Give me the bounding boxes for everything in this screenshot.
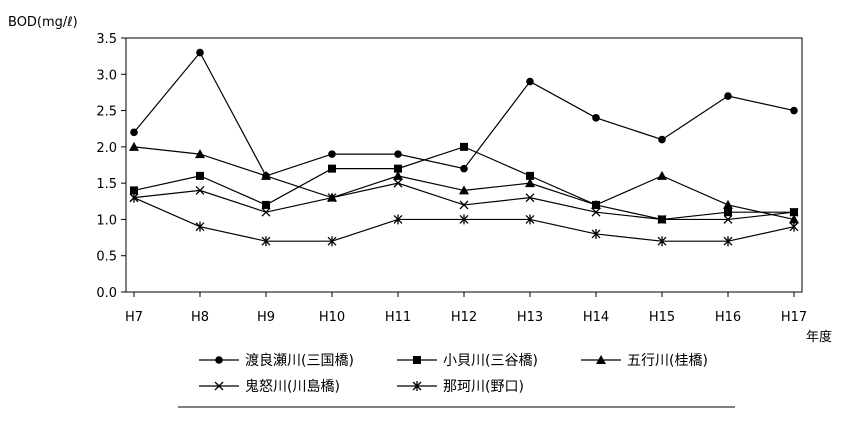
data-point	[328, 150, 336, 158]
data-point	[460, 164, 468, 173]
data-point	[591, 207, 601, 217]
data-point	[789, 221, 799, 232]
series-5	[129, 192, 799, 247]
data-point	[724, 208, 732, 217]
data-point	[328, 164, 336, 173]
data-point	[394, 164, 402, 173]
x-tick-label: H12	[451, 310, 477, 325]
y-axis-ticks: 0.0 0.5 1.0 1.5 2.0 2.5 3.0 3.5	[96, 32, 126, 301]
y-tick-label: 3.5	[96, 32, 117, 47]
data-point	[591, 228, 601, 239]
data-point	[196, 48, 204, 57]
data-point	[723, 214, 733, 224]
data-point	[195, 185, 205, 195]
data-point	[525, 178, 535, 188]
data-point	[789, 214, 799, 224]
data-point	[657, 236, 667, 247]
y-tick-label: 2.0	[96, 141, 117, 156]
data-point	[789, 207, 799, 217]
data-point	[657, 170, 667, 180]
legend-label: 五行川(桂橋)	[627, 353, 708, 369]
x-tick-label: H8	[191, 310, 209, 325]
legend-item: 渡良瀬川(三国橋)	[199, 353, 354, 369]
legend-label: 鬼怒川(川島橋)	[245, 379, 340, 395]
legend-marker	[215, 356, 223, 364]
legend-marker	[214, 381, 224, 391]
data-point	[393, 170, 403, 180]
data-point	[394, 150, 402, 158]
data-point	[526, 171, 534, 180]
data-point	[261, 207, 271, 217]
data-point	[261, 170, 271, 180]
data-point	[790, 106, 798, 115]
data-point	[459, 214, 469, 225]
data-point	[129, 141, 139, 151]
data-point	[724, 92, 732, 100]
x-tick-label: H13	[517, 310, 543, 325]
x-tick-label: H16	[715, 310, 741, 325]
data-point	[196, 171, 204, 180]
data-point	[460, 142, 468, 151]
data-point	[459, 200, 469, 210]
data-point	[723, 199, 733, 209]
legend-marker	[596, 355, 606, 364]
data-point	[327, 236, 337, 247]
y-tick-label: 3.0	[96, 68, 117, 83]
legend-item: 五行川(桂橋)	[581, 353, 708, 369]
legend-item: 小貝川(三谷橋)	[397, 353, 538, 369]
data-point	[195, 221, 205, 232]
legend-label: 小貝川(三谷橋)	[443, 353, 538, 369]
data-point	[393, 214, 403, 225]
x-tick-label: H15	[649, 310, 675, 325]
x-tick-label: H10	[319, 310, 345, 325]
x-tick-label: H11	[385, 310, 411, 325]
data-point	[393, 178, 403, 188]
legend-label: 那珂川(野口)	[443, 379, 524, 395]
legend: 渡良瀬川(三国橋) 小貝川(三谷橋) 五行川(桂橋) 鬼怒川(川島橋) 那珂川(野口)	[199, 353, 708, 395]
data-point	[262, 200, 270, 209]
data-point	[723, 236, 733, 247]
data-point	[195, 149, 205, 159]
legend-item: 那珂川(野口)	[397, 379, 524, 395]
data-point	[526, 77, 534, 86]
legend-marker	[413, 356, 421, 364]
y-tick-label: 2.5	[96, 105, 117, 120]
x-axis-label: 年度	[806, 329, 832, 345]
y-tick-label: 1.0	[96, 213, 117, 228]
legend-marker	[412, 381, 422, 391]
data-point	[130, 128, 138, 137]
data-point	[130, 186, 138, 195]
x-axis-ticks: H7 H8 H9 H10 H11 H12 H13 H14 H15 H16 H17	[125, 292, 807, 325]
x-tick-label: H9	[257, 310, 275, 325]
data-point	[261, 236, 271, 247]
data-point	[525, 193, 535, 203]
data-point	[129, 192, 139, 203]
y-axis-label: BOD(mg/ℓ)	[8, 15, 78, 30]
y-tick-label: 1.5	[96, 177, 117, 192]
data-point	[327, 193, 337, 203]
x-tick-label: H14	[583, 310, 609, 325]
data-point	[657, 214, 667, 224]
y-tick-label: 0.5	[96, 250, 117, 265]
legend-label: 渡良瀬川(三国橋)	[245, 353, 354, 369]
series-layer	[129, 48, 799, 247]
data-point	[592, 114, 600, 122]
legend-item: 鬼怒川(川島橋)	[199, 379, 340, 395]
x-tick-label: H17	[781, 310, 807, 325]
data-point	[591, 199, 601, 209]
y-tick-label: 0.0	[96, 286, 117, 301]
data-point	[658, 135, 666, 144]
x-tick-label: H7	[125, 310, 143, 325]
data-point	[459, 185, 469, 195]
data-point	[525, 214, 535, 225]
